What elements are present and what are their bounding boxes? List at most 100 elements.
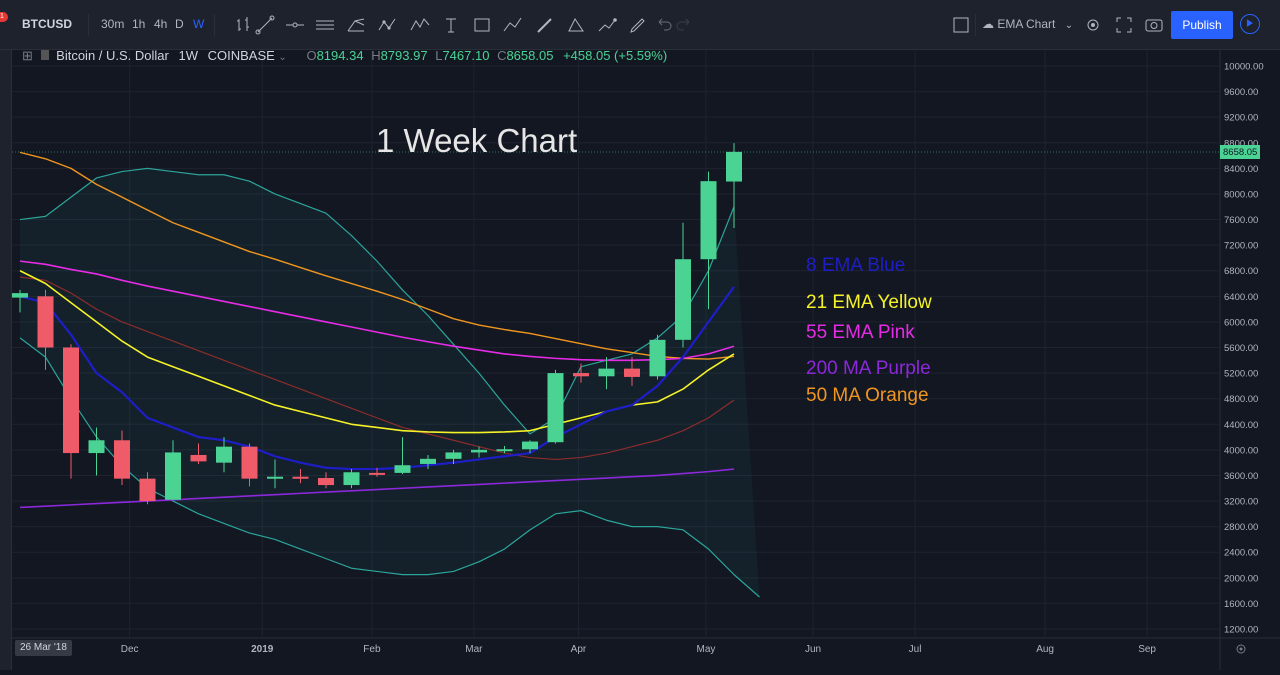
chart-background — [12, 50, 1220, 638]
price-tick-label: 5600.00 — [1224, 343, 1258, 354]
candle-body — [114, 440, 130, 479]
timeframe-d[interactable]: D — [175, 17, 184, 31]
timeframe-1h[interactable]: 1h — [132, 17, 146, 31]
time-tick-label: Sep — [1138, 644, 1156, 655]
candle-body — [522, 441, 538, 450]
bollinger-bands — [20, 168, 760, 598]
price-tick-label: 4000.00 — [1224, 445, 1258, 456]
layout-icon[interactable] — [948, 12, 974, 38]
undo-icon[interactable] — [650, 12, 676, 38]
label-ema8[interactable]: 8 EMA Blue — [806, 255, 905, 276]
candle-body — [292, 476, 309, 479]
candle-body — [420, 458, 436, 464]
price-tick-label: 1600.00 — [1224, 599, 1258, 610]
price-tick-label: 3600.00 — [1224, 471, 1258, 482]
indicator-line-2 — [19, 260, 735, 362]
symbol-search-button[interactable]: BTCUSD — [22, 17, 72, 31]
fullscreen-icon[interactable] — [1111, 12, 1137, 38]
chart-title-annotation[interactable]: 1 Week Chart — [376, 122, 577, 159]
label-ma200[interactable]: 200 MA Purple — [806, 358, 931, 379]
candle-body — [700, 181, 717, 260]
candle-body — [343, 472, 360, 486]
divider — [975, 14, 976, 36]
time-axis[interactable] — [12, 638, 1280, 670]
candle-body — [547, 373, 564, 443]
price-tick-label: 7600.00 — [1224, 215, 1258, 226]
timeframe-4h[interactable]: 4h — [154, 17, 168, 31]
candle-body — [726, 151, 742, 182]
bars-style-icon[interactable] — [230, 12, 256, 38]
candle-body — [63, 347, 79, 454]
price-tick-label: 8800.00 — [1224, 138, 1258, 149]
label-ema55[interactable]: 55 EMA Pink — [806, 322, 915, 343]
candle-body — [267, 476, 283, 479]
time-tick-label: Jul — [909, 644, 922, 655]
notification-badge[interactable]: 1 — [0, 12, 8, 22]
horizontal-line-icon[interactable] — [282, 12, 308, 38]
price-tick-label: 5200.00 — [1224, 369, 1258, 380]
parallel-channel-icon[interactable] — [312, 12, 338, 38]
interval-label: 1W — [178, 48, 198, 63]
pitchfork-icon[interactable] — [343, 12, 369, 38]
timeframe-w[interactable]: W — [193, 17, 205, 31]
time-tick-label: May — [696, 644, 715, 655]
play-icon[interactable] — [1240, 14, 1260, 34]
time-tick-label: Aug — [1036, 644, 1054, 655]
label-ma50[interactable]: 50 MA Orange — [806, 385, 929, 406]
timeframe-30m[interactable]: 30m — [101, 17, 125, 31]
time-tick-label: Apr — [571, 644, 587, 655]
price-tick-label: 4800.00 — [1224, 394, 1258, 405]
gear-icon[interactable] — [1234, 642, 1248, 656]
indicator-line-3 — [19, 468, 735, 509]
low-key: L — [435, 48, 443, 63]
cloud-icon: ☁ — [982, 17, 994, 31]
candle-body — [598, 368, 615, 377]
price-tick-label: 4400.00 — [1224, 420, 1258, 431]
last-price-value: 8658.05 — [1223, 147, 1257, 158]
exchange-label[interactable]: COINBASE — [207, 48, 275, 63]
time-tick-label: Jun — [805, 644, 821, 655]
indicator-line-6 — [19, 167, 735, 435]
pencil-icon[interactable] — [625, 12, 651, 38]
candle-body — [496, 449, 513, 452]
template-label: EMA Chart — [997, 17, 1056, 31]
price-tick-label: 9600.00 — [1224, 87, 1258, 98]
top-toolbar: 1 BTCUSD 30m 1h 4h D W ☁ EMA Chart ⌄ Pub… — [0, 0, 1280, 50]
indicator-line-5 — [19, 276, 735, 461]
price-tick-label: 6400.00 — [1224, 292, 1258, 303]
candle-body — [216, 446, 232, 463]
price-tick-label: 2800.00 — [1224, 522, 1258, 533]
open-value: 8194.34 — [316, 48, 364, 63]
chevron-down-icon[interactable]: ⌄ — [278, 52, 287, 63]
camera-icon[interactable] — [1141, 12, 1167, 38]
shapes-icon[interactable] — [469, 12, 495, 38]
chart-template-dropdown[interactable]: ☁ EMA Chart ⌄ — [982, 11, 1078, 37]
projection-icon[interactable] — [500, 12, 526, 38]
trend-line-icon[interactable] — [252, 12, 278, 38]
symbol-title[interactable]: Bitcoin / U.S. Dollar — [56, 48, 169, 63]
measure-icon[interactable] — [563, 12, 589, 38]
elliott-wave-icon[interactable] — [407, 12, 433, 38]
publish-button[interactable]: Publish — [1171, 11, 1233, 39]
candle-body — [369, 472, 385, 475]
price-tick-label: 8000.00 — [1224, 189, 1258, 200]
low-value: 7467.10 — [442, 48, 490, 63]
pattern-icon[interactable] — [375, 12, 401, 38]
candles — [12, 143, 742, 505]
candle-body — [394, 465, 411, 473]
candle-body — [318, 478, 334, 486]
brush-icon[interactable] — [532, 12, 558, 38]
price-tick-label: 6000.00 — [1224, 317, 1258, 328]
gear-icon[interactable] — [1080, 12, 1106, 38]
divider — [214, 14, 215, 36]
price-tick-label: 6800.00 — [1224, 266, 1258, 277]
text-tool-icon[interactable] — [438, 12, 464, 38]
close-value: 8658.05 — [506, 48, 554, 63]
prediction-icon[interactable] — [594, 12, 620, 38]
redo-icon[interactable] — [672, 12, 698, 38]
high-key: H — [371, 48, 381, 63]
legend-toggle-icon[interactable]: ⊞ — [22, 48, 33, 63]
label-ema21[interactable]: 21 EMA Yellow — [806, 292, 932, 313]
